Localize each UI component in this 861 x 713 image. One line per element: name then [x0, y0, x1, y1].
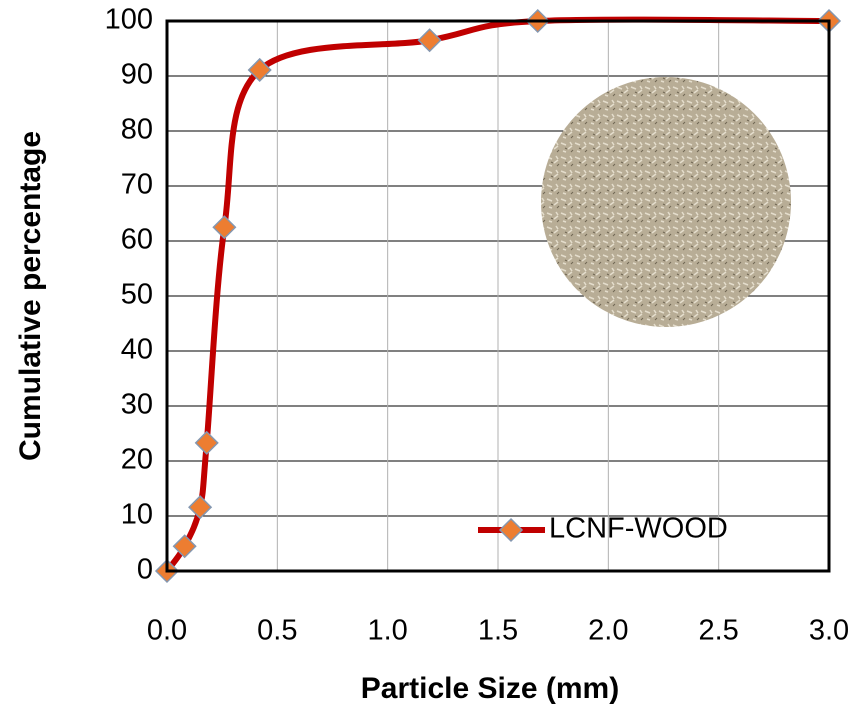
x-tick-label: 1.0 [368, 615, 408, 647]
legend-marker [498, 517, 524, 543]
x-tick-label: 0.0 [147, 615, 187, 647]
x-tick-label: 1.5 [478, 615, 518, 647]
y-tick-label: 0 [137, 554, 153, 586]
data-point [172, 534, 197, 559]
y-tick-label: 100 [105, 4, 153, 36]
x-tick-label: 0.5 [257, 615, 297, 647]
y-tick-label: 80 [121, 114, 153, 146]
data-point [247, 57, 272, 83]
y-tick-label: 30 [121, 389, 153, 421]
sample-photo [541, 77, 791, 327]
legend-label: LCNF-WOOD [549, 513, 728, 545]
y-axis-title: Cumulative percentage [14, 131, 47, 461]
x-tick-label: 2.0 [588, 615, 628, 647]
y-tick-label: 60 [121, 224, 153, 256]
x-tick-label: 2.5 [699, 615, 739, 647]
data-point [194, 430, 219, 455]
data-point [188, 495, 213, 520]
y-tick-label: 50 [121, 279, 153, 311]
y-tick-label: 70 [121, 169, 153, 201]
data-point [417, 28, 442, 53]
y-tick-label: 10 [121, 499, 153, 531]
y-tick-label: 20 [121, 444, 153, 476]
data-point [212, 215, 237, 240]
y-tick-label: 90 [121, 59, 153, 91]
x-axis-title: Particle Size (mm) [361, 672, 619, 705]
plot-frame [165, 19, 831, 573]
x-tick-label: 3.0 [809, 615, 849, 647]
y-tick-label: 40 [121, 334, 153, 366]
